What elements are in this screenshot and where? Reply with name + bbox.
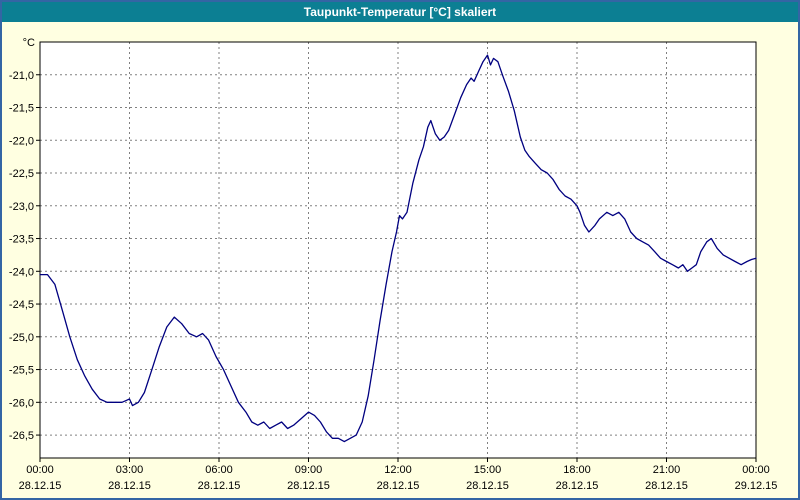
x-tick-time-label: 09:00 xyxy=(295,464,323,476)
y-tick-label: -26,0 xyxy=(9,397,34,409)
x-tick-time-label: 12:00 xyxy=(384,464,412,476)
x-tick-time-label: 18:00 xyxy=(563,464,591,476)
x-tick-date-label: 29.12.15 xyxy=(735,480,778,492)
x-tick-time-label: 15:00 xyxy=(474,464,502,476)
x-tick-time-label: 00:00 xyxy=(742,464,770,476)
x-tick-date-label: 28.12.15 xyxy=(198,480,241,492)
y-tick-label: -26,5 xyxy=(9,430,34,442)
temperature-line xyxy=(39,54,757,443)
y-tick-label: -21,5 xyxy=(9,103,34,115)
y-tick-label: -22,5 xyxy=(9,168,34,180)
y-tick-label: -21,0 xyxy=(9,70,34,82)
x-tick-date-label: 28.12.15 xyxy=(19,480,62,492)
plot-border xyxy=(39,41,757,459)
y-tick-label: -23,0 xyxy=(9,201,34,213)
x-tick-time-label: 00:00 xyxy=(26,464,54,476)
y-tick-label: -22,0 xyxy=(9,135,34,147)
x-tick-time-label: 06:00 xyxy=(205,464,233,476)
x-tick-date-label: 28.12.15 xyxy=(645,480,688,492)
y-tick-label: -24,5 xyxy=(9,299,34,311)
y-tick-label: -24,0 xyxy=(9,266,34,278)
x-tick-date-label: 28.12.15 xyxy=(108,480,151,492)
x-tick-time-label: 03:00 xyxy=(116,464,144,476)
y-axis-unit-label: °C xyxy=(23,37,35,49)
x-tick-date-label: 28.12.15 xyxy=(377,480,420,492)
x-tick-date-label: 28.12.15 xyxy=(556,480,599,492)
plot-background xyxy=(40,42,756,458)
y-tick-label: -23,5 xyxy=(9,234,34,246)
x-tick-time-label: 21:00 xyxy=(653,464,681,476)
chart-title: Taupunkt-Temperatur [°C] skaliert xyxy=(2,2,798,22)
y-tick-label: -25,5 xyxy=(9,365,34,377)
x-tick-date-label: 28.12.15 xyxy=(287,480,330,492)
y-tick-label: -25,0 xyxy=(9,332,34,344)
chart-plot-area: -21,0 -21,5 -22,0 -22,5 -23,0 -23,5 -24,0 -24,5… xyxy=(9,37,778,492)
x-tick-date-label: 28.12.15 xyxy=(466,480,509,492)
